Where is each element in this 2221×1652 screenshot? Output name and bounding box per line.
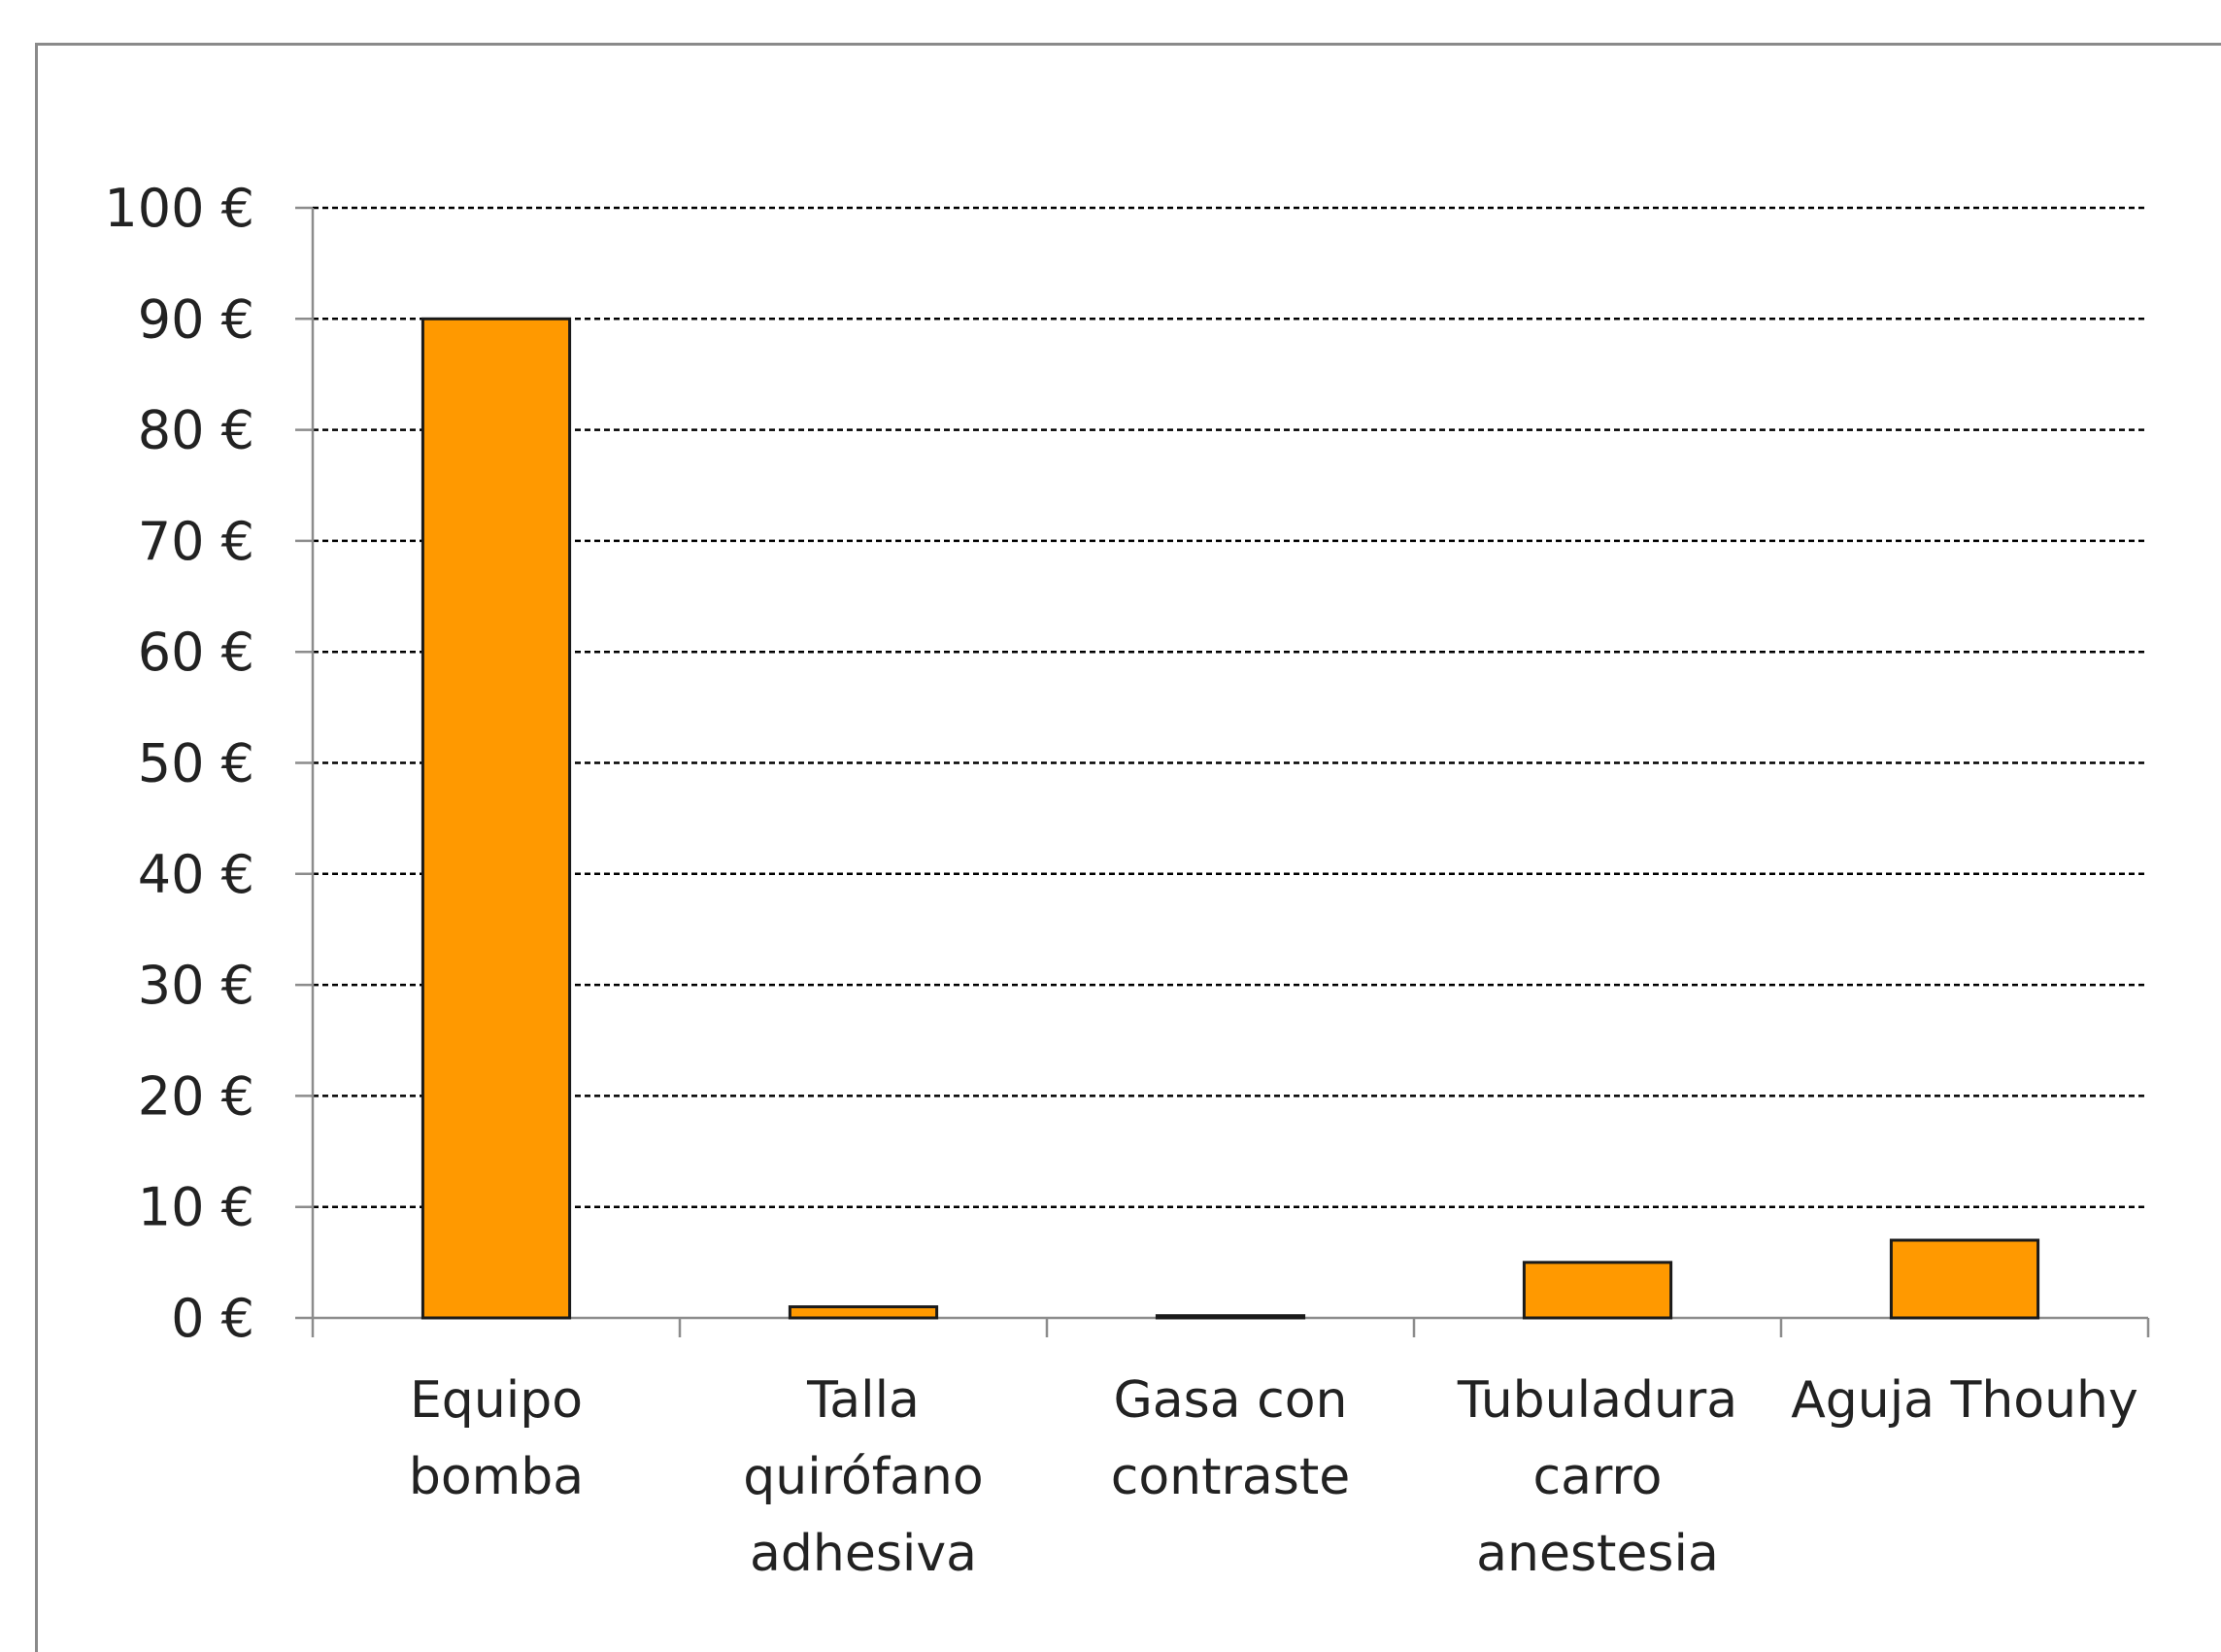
- x-category-label: contraste: [1111, 1448, 1350, 1506]
- x-category-labels: Equipo bomba Talla quirófano adhesiva Gasa co…: [409, 1371, 2138, 1583]
- y-tick-label: 40 €: [138, 844, 254, 905]
- bar: [1155, 1314, 1306, 1320]
- y-tick-label: 80 €: [138, 400, 254, 461]
- bar: [788, 1305, 939, 1320]
- y-tick-labels: 0 € 10 € 20 € 30 € 40 € 50 € 60 € 70 € 80 € 90 € 1…: [104, 178, 254, 1349]
- bar: [1522, 1261, 1673, 1320]
- bar: [421, 317, 572, 1320]
- y-tick-label: 50 €: [138, 733, 254, 794]
- gridlines: [313, 206, 2148, 1208]
- y-tick-label: 100 €: [104, 178, 254, 239]
- y-tick-label: 60 €: [138, 622, 254, 683]
- chart-frame: [35, 43, 2221, 1652]
- x-category-label: Tubuladura: [1457, 1371, 1737, 1430]
- x-category-label: anestesia: [1476, 1525, 1719, 1583]
- y-tick-label: 20 €: [138, 1065, 254, 1127]
- bars: [421, 317, 2040, 1320]
- y-tick-label: 10 €: [138, 1177, 254, 1238]
- x-category-label: Gasa con: [1113, 1371, 1347, 1430]
- y-tick-label: 0 €: [171, 1288, 254, 1349]
- x-category-label: Aguja Thouhy: [1791, 1371, 2138, 1430]
- y-tick-label: 70 €: [138, 511, 254, 572]
- x-category-label: Equipo: [410, 1371, 583, 1430]
- y-tick-label: 30 €: [138, 955, 254, 1016]
- bar: [1889, 1238, 2040, 1320]
- x-category-label: adhesiva: [750, 1525, 977, 1583]
- x-category-label: bomba: [409, 1448, 584, 1506]
- x-category-label: quirófano: [743, 1448, 983, 1506]
- x-category-label: Talla: [806, 1371, 920, 1430]
- y-tick-label: 90 €: [138, 288, 254, 350]
- axes: [295, 206, 2150, 1337]
- x-category-label: carro: [1533, 1448, 1663, 1506]
